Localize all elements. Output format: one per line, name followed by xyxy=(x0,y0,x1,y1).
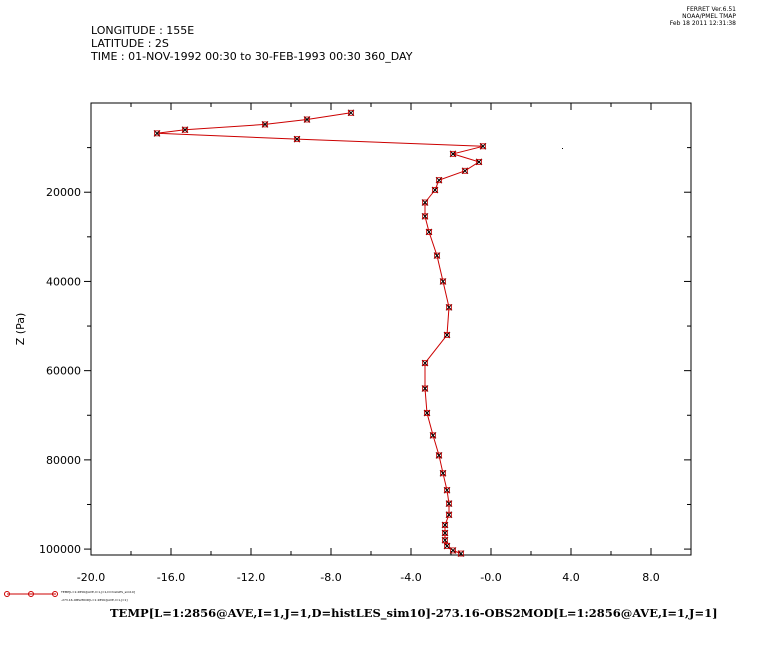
data-point xyxy=(421,359,429,367)
data-point xyxy=(429,431,437,439)
plot-caption: TEMP[L=1:2856@AVE,I=1,J=1,D=histLES_sim1… xyxy=(110,606,718,620)
stamp-version: FERRET Ver.6.51 xyxy=(686,6,736,13)
data-point xyxy=(441,521,449,529)
data-point xyxy=(423,409,431,417)
data-point xyxy=(303,116,311,123)
plot-header: LONGITUDE : 155E LATITUDE : 2S TIME : 01… xyxy=(91,24,412,63)
data-point xyxy=(421,212,429,220)
data-point xyxy=(443,486,451,494)
series-line xyxy=(156,112,484,555)
header-time: TIME : 01-NOV-1992 00:30 to 30-FEB-1993 … xyxy=(91,50,413,63)
data-point xyxy=(445,303,453,311)
x-tick-label: -16.0 xyxy=(157,571,185,584)
header-longitude: LONGITUDE : 155E xyxy=(91,24,195,37)
plot-frame xyxy=(90,102,692,556)
legend-label-line1: TEMP[L=1:2856@AVE,I=1,J=1,D=histLES_sim1… xyxy=(61,590,135,594)
data-point xyxy=(461,167,469,175)
y-tick-label: 60000 xyxy=(46,365,81,378)
header-latitude: LATITUDE : 2S xyxy=(91,37,169,50)
x-tick-label: -12.0 xyxy=(237,571,265,584)
data-point xyxy=(153,129,161,137)
data-point xyxy=(479,142,487,150)
data-point xyxy=(181,126,189,134)
data-point xyxy=(457,550,465,557)
y-tick-label: 40000 xyxy=(46,275,81,288)
legend-marker xyxy=(28,591,34,597)
data-point xyxy=(435,176,443,184)
data-point xyxy=(431,186,439,194)
y-tick-label: 80000 xyxy=(46,454,81,467)
data-point xyxy=(449,547,457,554)
stray-dot xyxy=(562,148,563,149)
data-point xyxy=(441,529,449,537)
x-tick-label: -0.0 xyxy=(480,571,501,584)
data-point xyxy=(445,500,453,507)
data-point xyxy=(261,121,269,128)
stamp-date: Feb 18 2011 12:31:38 xyxy=(669,20,736,27)
data-point xyxy=(421,199,429,206)
x-tick-label: 4.0 xyxy=(562,571,580,584)
data-point xyxy=(475,158,483,166)
data-point xyxy=(347,109,355,117)
legend-marker xyxy=(52,591,58,597)
data-point xyxy=(421,385,429,392)
data-point xyxy=(441,536,449,544)
legend-marker xyxy=(4,591,10,597)
legend-label-line2: -273.16-OBS2MOD[L=1:2856@AVE,I=1,J=1] xyxy=(61,598,128,602)
y-axis-title: Z (Pa) xyxy=(14,313,27,346)
data-point xyxy=(445,511,453,519)
x-tick-label: -20.0 xyxy=(77,571,105,584)
ferret-stamp: FERRET Ver.6.51 NOAA/PMEL TMAP Feb 18 20… xyxy=(670,6,736,27)
stamp-org: NOAA/PMEL TMAP xyxy=(682,13,736,20)
data-point xyxy=(293,135,301,143)
data-point xyxy=(439,278,447,285)
x-tick-label: -8.0 xyxy=(320,571,341,584)
y-tick-label: 100000 xyxy=(39,543,81,556)
data-point xyxy=(435,452,443,459)
y-tick-label: 20000 xyxy=(46,186,81,199)
data-point xyxy=(425,228,433,236)
data-point xyxy=(449,150,457,158)
x-tick-label: -4.0 xyxy=(400,571,421,584)
data-point xyxy=(443,542,451,550)
data-point xyxy=(439,469,447,477)
x-tick-label: 8.0 xyxy=(642,571,660,584)
data-point xyxy=(443,331,451,339)
data-point xyxy=(433,252,441,259)
